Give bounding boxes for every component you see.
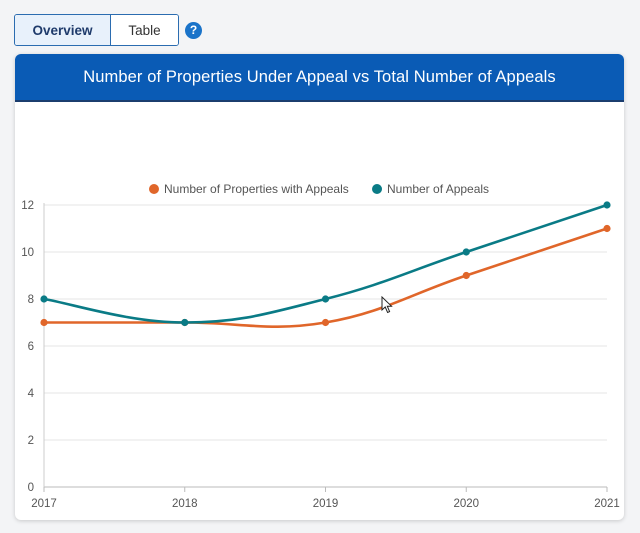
chart-title: Number of Properties Under Appeal vs Tot… [83,67,556,86]
line-chart: 0 2 4 6 8 10 12 2017 2018 2019 2020 2021 Number of P… [21,182,620,510]
legend-label: Number of Properties with Appeals [164,182,349,196]
y-tick-label: 2 [28,435,34,447]
y-tick-label: 12 [21,200,34,212]
data-point [321,295,330,303]
y-tick-label: 4 [28,388,35,400]
x-tick-label: 2020 [453,498,479,510]
chart-card: Number of Properties Under Appeal vs Tot… [15,54,624,520]
tab-overview[interactable]: Overview [15,15,111,45]
x-tick-label: 2021 [594,498,620,510]
data-point [603,201,611,209]
data-point [603,224,611,233]
legend-label: Number of Appeals [387,182,489,196]
help-icon[interactable]: ? [185,21,202,39]
x-tick-label: 2017 [31,498,57,510]
data-point [40,318,48,327]
series-line [42,227,609,328]
data-point [462,271,470,280]
data-point [462,248,470,256]
mouse-pointer-icon [381,296,393,314]
tab-table[interactable]: Table [111,15,178,45]
y-tick-label: 8 [28,294,34,306]
y-tick-label: 6 [28,341,34,353]
series-line [42,203,609,324]
data-point [321,318,330,327]
data-point [40,295,48,303]
card-header: Number of Properties Under Appeal vs Tot… [15,54,624,102]
data-point [181,318,189,327]
y-tick-label: 0 [28,482,34,494]
tab-group: Overview Table [14,14,179,46]
legend-marker [372,184,382,194]
x-tick-label: 2018 [172,498,198,510]
y-tick-label: 10 [21,247,34,259]
view-tabs: Overview Table ? [14,14,202,46]
x-tick-label: 2019 [313,498,339,510]
legend-marker [149,184,159,194]
